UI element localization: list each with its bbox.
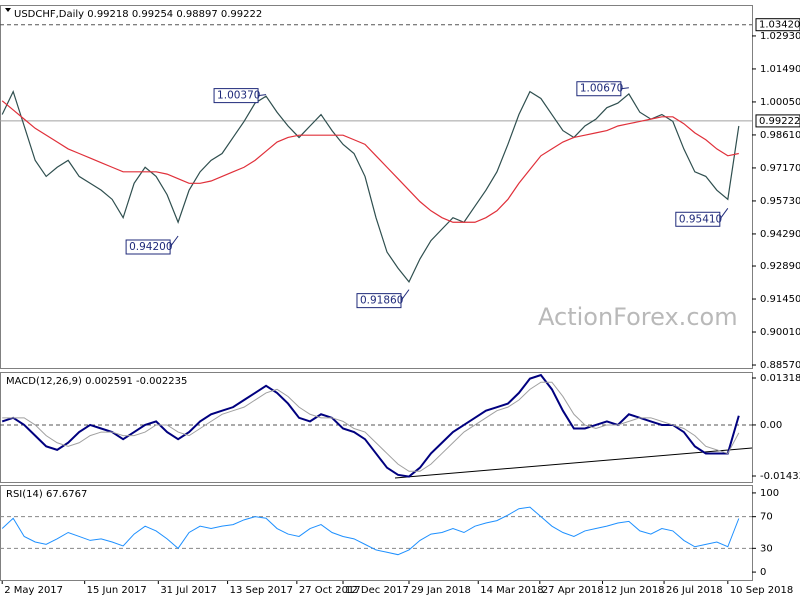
x-tick-label: 27 Apr 2018 [542,585,604,596]
menu-triangle [5,8,11,12]
annotation-label: 0.91860 [360,295,403,307]
x-tick-label: 14 Mar 2018 [480,585,543,596]
panel-title: RSI(14) 67.6767 [6,489,87,500]
annotation-leader [400,289,410,301]
annotation-label: 0.95410 [679,213,722,225]
x-tick-label: 13 Sep 2017 [230,585,293,596]
y-tick-label: 0.90010 [760,327,800,338]
price-label: 1.03420 [759,20,800,31]
y-tick-label: 0.00 [760,420,782,431]
y-tick-label: 0.91450 [760,294,800,305]
panel-title: MACD(12,26,9) 0.002591 -0.002235 [6,376,187,387]
series-line [2,381,740,472]
annotation-label: 0.94200 [129,241,172,253]
series-line [1,90,740,283]
series-line [1,506,740,556]
annotation-label: 1.00670 [580,83,623,95]
series-line [1,373,740,478]
x-tick-label: 2 May 2017 [4,585,63,596]
y-tick-label: 1.01490 [760,64,800,75]
y-tick-label: 0 [760,567,766,578]
annotation-box [213,88,259,104]
annotation-leader [169,235,179,248]
annotation-label: 1.00370 [217,90,260,102]
y-tick-label: 0.92890 [760,261,800,272]
annotation-leader [257,94,267,97]
trend-line [394,447,753,479]
annotation-leader [719,207,729,220]
annotation-box [675,211,721,227]
annotation-box [576,81,622,97]
y-tick-label: 0.88570 [760,360,800,371]
watermark: ActionForex.com [538,303,738,331]
annotation-leader [620,87,629,90]
x-tick-label: 31 Jul 2017 [160,585,217,596]
x-tick-label: 27 Oct 2017 [299,585,361,596]
x-tick-label: 26 Jul 2018 [666,585,723,596]
y-tick-label: 0.013184 [760,373,800,384]
y-tick-label: 1.00050 [760,97,800,108]
annotation-box [125,239,171,255]
panel-frame [0,5,753,369]
y-tick-label: 1.02930 [760,31,800,42]
annotation-box [356,293,402,309]
y-tick-label: 0.97170 [760,163,800,174]
y-tick-label: 70 [760,512,773,523]
panel-frame [0,485,753,581]
y-tick-label: 0.98610 [760,130,800,141]
series-line [1,100,739,223]
y-tick-label: 0.94290 [760,229,800,240]
price-box [755,18,800,32]
x-tick-label: 12 Dec 2017 [345,585,409,596]
x-tick-label: 12 Jun 2018 [604,585,664,596]
x-tick-label: 10 Sep 2018 [730,585,793,596]
x-tick-label: 15 Jun 2017 [87,585,147,596]
price-label: 0.99222 [759,116,800,127]
y-tick-label: 0.95730 [760,196,800,207]
x-tick-label: 29 Jan 2018 [411,585,471,596]
y-tick-label: 100 [760,488,779,499]
y-tick-label: 30 [760,543,773,554]
y-tick-label: -0.014339 [760,471,800,482]
panel-frame [0,372,753,483]
panel-title: USDCHF,Daily 0.99218 0.99254 0.98897 0.9… [14,9,262,20]
price-box [755,114,800,128]
